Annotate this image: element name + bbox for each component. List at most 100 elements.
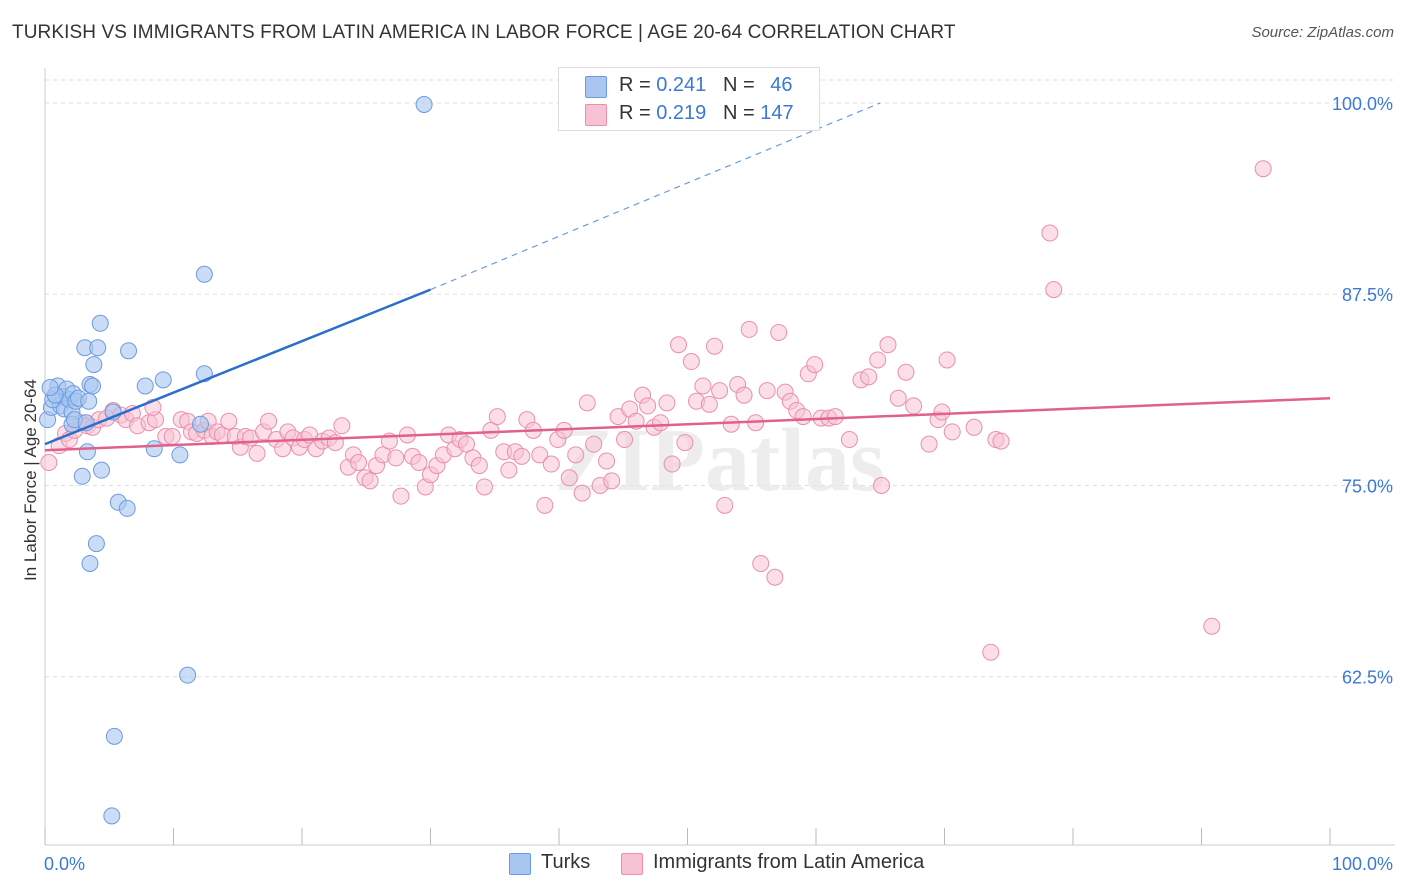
latin-point (735, 386, 753, 404)
latin-point (670, 336, 688, 354)
turks-point (120, 342, 138, 360)
latin-point (163, 427, 181, 445)
turks-point (105, 727, 123, 745)
turks-point (103, 807, 121, 825)
turks-point (136, 377, 154, 395)
latin-point (889, 389, 907, 407)
latin-point (840, 431, 858, 449)
latin-legend-swatch (621, 853, 643, 875)
tick-labels: 62.5% 75.0% 87.5% 100.0% 0.0% 100.0% (44, 94, 1393, 874)
latin-point (542, 455, 560, 473)
latin-point (897, 363, 915, 381)
latin-point (1045, 281, 1063, 299)
latin-point (711, 382, 729, 400)
turks-point (145, 440, 163, 458)
latin-point (260, 412, 278, 430)
latin-point (475, 478, 493, 496)
latin-point (794, 408, 812, 426)
latin-point (1254, 160, 1272, 178)
latin-point (658, 394, 676, 412)
x-tick-label: 100.0% (1332, 854, 1393, 874)
x-tick-label: 0.0% (44, 854, 85, 874)
latin-point (873, 476, 891, 494)
latin-point (676, 434, 694, 452)
latin-point (560, 469, 578, 487)
correlation-legend: R = 0.241 N = 46 R = 0.219 N = 147 (558, 67, 820, 131)
latin-point (531, 446, 549, 464)
latin-point (457, 435, 475, 453)
latin-point (705, 337, 723, 355)
latin-point (248, 444, 266, 462)
latin-n-value: 147 (760, 102, 794, 124)
latin-point (392, 487, 410, 505)
latin-point (536, 496, 554, 514)
y-tick-label: 87.5% (1342, 285, 1393, 305)
turks-point (191, 415, 209, 433)
latin-point (663, 455, 681, 473)
turks-series (39, 95, 433, 825)
latin-point (598, 452, 616, 470)
latin-point (879, 336, 897, 354)
y-tick-label: 75.0% (1342, 476, 1393, 496)
turks-legend-label: Turks (541, 851, 591, 873)
latin-point (716, 496, 734, 514)
latin-point (410, 454, 428, 471)
latin-point (470, 457, 488, 475)
turks-point (41, 379, 59, 397)
latin-point (40, 454, 58, 471)
latin-point (585, 435, 603, 453)
latin-n-label: N = (722, 102, 761, 124)
turks-point (415, 95, 433, 113)
latin-swatch (585, 104, 607, 126)
latin-point (616, 431, 634, 449)
latin-point (488, 408, 506, 426)
chart-title: TURKISH VS IMMIGRANTS FROM LATIN AMERICA… (12, 22, 956, 43)
latin-point (943, 423, 961, 441)
turks-point (171, 446, 189, 464)
latin-r-value: 0.219 (656, 102, 707, 124)
latin-point (965, 418, 983, 436)
y-axis-label: In Labor Force | Age 20-64 (21, 379, 40, 581)
latin-trend-line (44, 396, 1331, 452)
latin-legend-label: Immigrants from Latin America (653, 851, 925, 873)
latin-point (752, 554, 770, 572)
latin-point (992, 432, 1010, 450)
turks-r-value: 0.241 (656, 74, 707, 96)
latin-point (694, 377, 712, 395)
turks-r-label: R = (619, 74, 657, 96)
latin-point (652, 414, 670, 432)
latin-point (220, 412, 238, 430)
turks-point (81, 554, 99, 572)
turks-point (89, 339, 107, 357)
latin-point (938, 351, 956, 369)
latin-point (513, 447, 531, 465)
turks-point (154, 371, 172, 389)
latin-point (758, 382, 776, 400)
latin-r-label: R = (619, 102, 657, 124)
latin-point (860, 368, 878, 386)
turks-legend-swatch (509, 853, 531, 875)
y-tick-label: 100.0% (1332, 94, 1393, 114)
latin-point (603, 472, 621, 490)
latin-point (933, 403, 951, 421)
turks-point (78, 443, 96, 461)
turks-point (80, 392, 98, 410)
latin-point (766, 568, 784, 586)
turks-point (93, 461, 111, 479)
source-label: Source: ZipAtlas.com (1251, 24, 1394, 41)
latin-point (826, 408, 844, 426)
latin-point (700, 395, 718, 413)
turks-point (118, 499, 136, 517)
y-tick-label: 62.5% (1342, 668, 1393, 688)
turks-point (85, 356, 103, 374)
latin-point (639, 397, 657, 415)
turks-point (87, 535, 105, 553)
turks-point (179, 666, 197, 684)
latin-point (1203, 617, 1221, 635)
turks-n-value: 46 (770, 74, 793, 96)
turks-point (73, 467, 91, 485)
turks-n-label: N = (722, 74, 761, 96)
latin-point (905, 397, 923, 415)
turks-trend-line (44, 288, 431, 446)
